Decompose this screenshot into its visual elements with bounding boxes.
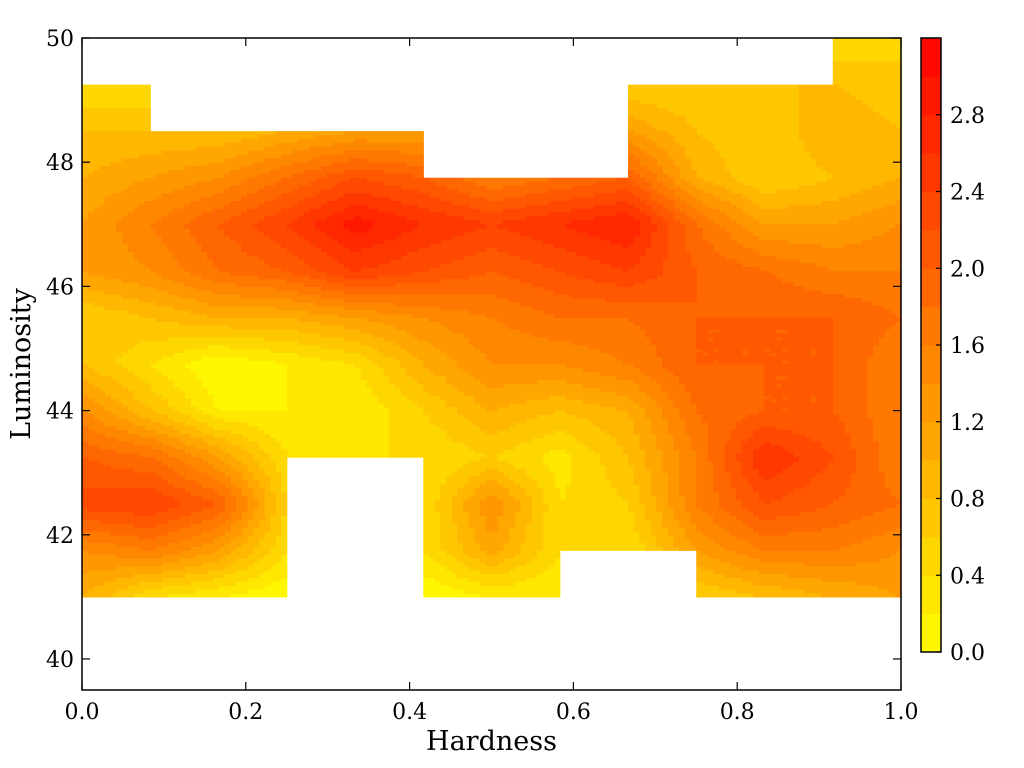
- x-tick-label: 0.6: [556, 700, 591, 725]
- y-tick-label: 40: [46, 648, 74, 673]
- colorbar-bands: [921, 38, 941, 653]
- colorbar-band: [921, 575, 941, 615]
- contour-fill: [82, 38, 902, 598]
- colorbar-band: [921, 421, 941, 461]
- colorbar-tick-label: 1.2: [950, 411, 985, 436]
- contour-band-0: [184, 356, 481, 598]
- colorbar-band: [921, 268, 941, 308]
- contour-band-8: [82, 150, 902, 551]
- colorbar-band: [921, 191, 941, 231]
- y-tick-label: 44: [46, 400, 74, 425]
- x-tick-label: 0.4: [392, 700, 427, 725]
- x-axis: 0.0 0.2 0.4 0.6 0.8 1.0: [65, 38, 919, 725]
- contour-band-2: [82, 38, 902, 598]
- y-tick-label: 48: [46, 151, 74, 176]
- contour-band-11: [82, 177, 834, 516]
- colorbar-tick-label: 2.4: [950, 181, 985, 206]
- contour-band-4: [82, 84, 902, 598]
- x-tick-label: 0.2: [228, 700, 263, 725]
- colorbar-band: [921, 229, 941, 269]
- colorbar-tick-label: 0.4: [950, 564, 985, 589]
- colorbar-tick-label: 0.8: [950, 488, 985, 513]
- contour-band-5: [82, 115, 902, 598]
- x-tick-label: 0.8: [720, 700, 755, 725]
- colorbar-band: [921, 114, 941, 154]
- contour-band-1: [150, 344, 572, 598]
- colorbar-band: [921, 383, 941, 423]
- plot-frame: [81, 37, 902, 691]
- x-tick-label: 1.0: [884, 700, 919, 725]
- colorbar: 0.0 0.4 0.8 1.2 1.6 2.0 2.4 2.8: [920, 37, 985, 666]
- x-tick-label: 0.0: [65, 700, 100, 725]
- colorbar-band: [921, 613, 941, 653]
- y-axis: 40 42 44 46 48 50: [46, 27, 901, 673]
- colorbar-tick-label: 1.6: [950, 334, 985, 359]
- x-axis-label: Hardness: [426, 726, 557, 757]
- colorbar-band: [921, 460, 941, 499]
- contour-band-13: [315, 204, 640, 253]
- y-tick-label: 50: [46, 27, 74, 52]
- colorbar-band: [921, 536, 941, 576]
- colorbar-band: [921, 306, 941, 346]
- colorbar-band: [921, 153, 941, 192]
- colorbar-band: [921, 38, 941, 77]
- colorbar-tick-label: 2.0: [950, 257, 985, 282]
- contour-band-9: [82, 158, 902, 540]
- colorbar-band: [921, 498, 941, 538]
- y-tick-label: 42: [46, 524, 74, 549]
- y-tick-label: 46: [46, 275, 74, 300]
- y-axis-label: Luminosity: [6, 287, 37, 440]
- colorbar-band: [921, 76, 941, 116]
- colorbar-ticks: 0.0 0.4 0.8 1.2 1.6 2.0 2.4 2.8: [936, 104, 985, 666]
- colorbar-tick-label: 2.8: [950, 104, 985, 129]
- colorbar-band: [921, 345, 941, 384]
- contour-band-14: [343, 216, 373, 233]
- colorbar-tick-label: 0.0: [950, 641, 985, 666]
